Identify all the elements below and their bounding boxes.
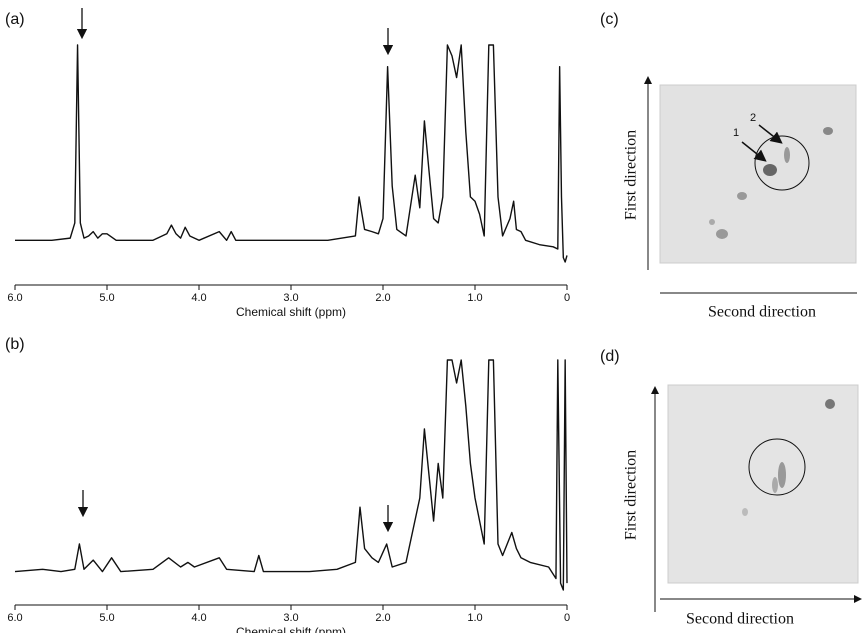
spot-arrow [741,141,767,162]
spot-arrow [758,124,783,144]
spot-label: 2 [750,112,756,124]
x-tick-label: 1.0 [467,612,482,624]
tlc-plate [667,384,859,584]
x-tick-label: 6.0 [7,292,22,304]
peak-arrows [76,8,394,533]
spectrum [14,359,568,591]
x-tick-label: 2.0 [375,292,390,304]
panel-label: (c) [600,11,619,28]
x-tick-label: 0 [564,612,570,624]
panel-label: (d) [600,348,620,365]
panel-label: (b) [5,336,25,353]
spectrum [15,44,568,263]
x-tick-label: 5.0 [99,612,114,624]
tlc-plate [659,84,857,264]
x-tick-label: 3.0 [283,292,298,304]
x-tick-label: 6.0 [7,612,22,624]
region-circle [748,438,806,496]
axis-label: First direction [623,450,640,540]
axis-label: First direction [623,130,640,220]
x-tick-label: 4.0 [191,292,206,304]
spot-label: 1 [733,127,739,139]
tlc-spots [742,399,835,516]
x-tick-label: 5.0 [99,292,114,304]
axis-label: Second direction [686,611,794,628]
x-axis-label: Chemical shift (ppm) [236,305,346,319]
panel-label: (a) [5,11,25,28]
x-tick-label: 3.0 [283,612,298,624]
tlc-spots [709,127,833,239]
axis-label: Second direction [708,304,816,321]
x-tick-label: 4.0 [191,612,206,624]
x-axis-label: Chemical shift (ppm) [236,625,346,633]
x-tick-label: 0 [564,292,570,304]
x-tick-label: 1.0 [467,292,482,304]
x-tick-label: 2.0 [375,612,390,624]
